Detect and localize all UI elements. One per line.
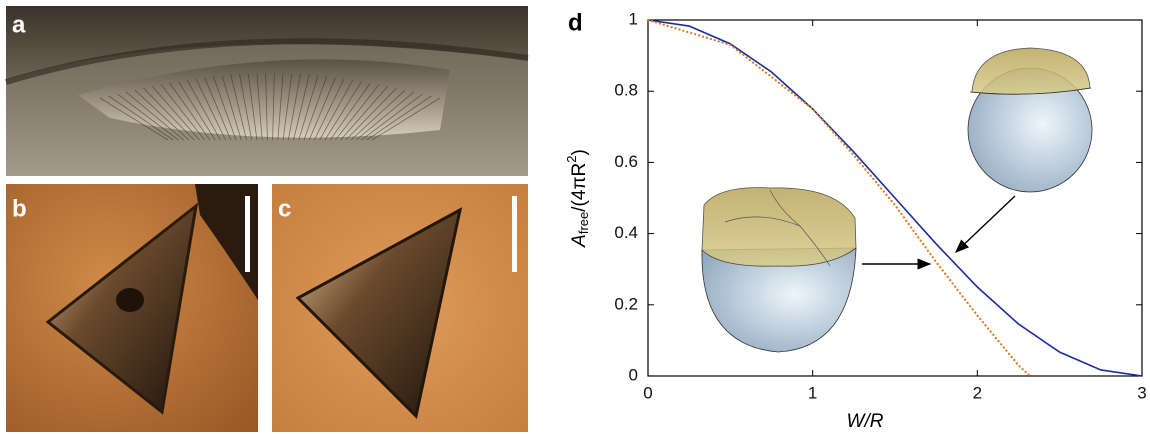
y-tick-label: 0.8 — [614, 81, 638, 100]
y-tick-label: 0 — [629, 365, 638, 384]
panel-label: a — [12, 11, 26, 38]
panel-label: d — [568, 9, 583, 36]
photo-c — [272, 184, 528, 432]
x-tick-label: 3 — [1137, 383, 1146, 402]
arrow — [956, 196, 1015, 252]
sphere-inset — [702, 188, 856, 352]
y-tick-label: 0.4 — [614, 223, 638, 242]
x-tick-label: 1 — [808, 383, 817, 402]
sphere-inset — [968, 48, 1092, 192]
x-tick-label: 2 — [973, 383, 982, 402]
x-axis-label: W/R — [847, 411, 884, 432]
y-axis-label-part: /(4πR — [569, 163, 590, 212]
y-axis-label-part: ) — [569, 149, 590, 155]
y-tick-label: 0.6 — [614, 152, 638, 171]
y-axis-label: Afree/(4πR2) — [564, 149, 591, 248]
y-tick-label: 1 — [629, 9, 638, 28]
photo-a — [6, 6, 528, 176]
photo-b — [6, 184, 258, 432]
y-axis-label-part: A — [569, 234, 590, 248]
figure: a b c d 00.20.40.60.810123W/RAfree/(4πR2… — [0, 0, 1150, 434]
panel-label: b — [12, 195, 27, 222]
x-tick-label: 0 — [643, 383, 652, 402]
y-axis-label-part: 2 — [564, 155, 579, 162]
series-line — [648, 20, 1030, 376]
panel-label: c — [278, 195, 291, 222]
y-axis-label-part: free — [576, 212, 591, 234]
y-tick-label: 0.2 — [614, 294, 638, 313]
